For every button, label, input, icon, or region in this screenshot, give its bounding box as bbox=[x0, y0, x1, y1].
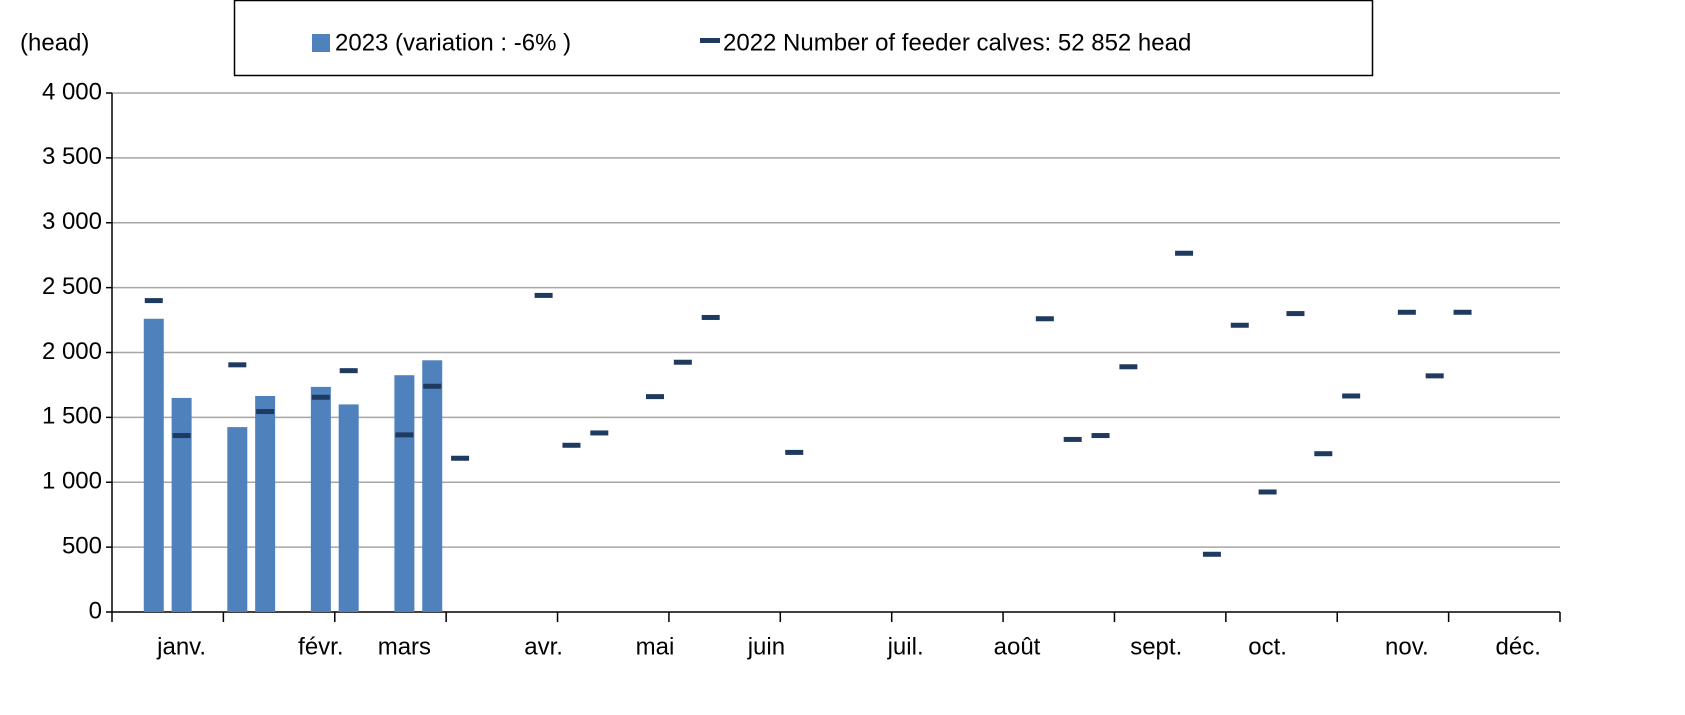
y-tick-label: 3 000 bbox=[42, 208, 102, 235]
dash-marker bbox=[1453, 309, 1472, 315]
dash-marker bbox=[785, 449, 804, 455]
y-tick-label: 3 500 bbox=[42, 143, 102, 170]
dash-marker bbox=[256, 409, 275, 415]
dash-marker bbox=[1397, 309, 1416, 315]
y-tick-label: 1 500 bbox=[42, 403, 102, 430]
dash-marker bbox=[534, 292, 553, 298]
bar bbox=[394, 375, 415, 612]
x-tick-label: mars bbox=[378, 633, 431, 660]
dash-marker bbox=[172, 433, 191, 439]
dash-marker bbox=[673, 359, 692, 365]
bar bbox=[143, 318, 164, 612]
x-tick-label: nov. bbox=[1385, 633, 1429, 660]
dash-marker bbox=[1258, 489, 1277, 495]
y-tick-label: 4 000 bbox=[42, 78, 102, 105]
x-tick-label: janv. bbox=[156, 633, 206, 660]
dash-marker bbox=[1425, 373, 1444, 379]
bar bbox=[422, 360, 443, 612]
dash-marker bbox=[562, 442, 581, 448]
bar bbox=[227, 427, 248, 612]
bar bbox=[310, 386, 331, 612]
bar bbox=[171, 397, 192, 612]
y-tick-label: 500 bbox=[62, 532, 102, 559]
legend-label: 2023 (variation : -6% ) bbox=[335, 29, 571, 56]
legend-swatch bbox=[312, 34, 330, 52]
dash-marker bbox=[1230, 322, 1249, 328]
dash-marker bbox=[423, 383, 442, 389]
y-axis-label: (head) bbox=[20, 29, 89, 56]
dash-marker bbox=[1035, 316, 1054, 322]
dash-marker bbox=[1286, 311, 1305, 317]
bar bbox=[255, 395, 276, 612]
x-tick-label: févr. bbox=[298, 633, 343, 660]
dash-marker bbox=[228, 362, 247, 368]
y-tick-label: 2 000 bbox=[42, 338, 102, 365]
dash-marker bbox=[339, 368, 358, 374]
bar bbox=[338, 404, 359, 612]
x-tick-label: juil. bbox=[887, 633, 924, 660]
dash-marker bbox=[1119, 364, 1138, 370]
x-tick-label: sept. bbox=[1130, 633, 1182, 660]
dash-marker bbox=[1342, 393, 1361, 399]
x-tick-label: mai bbox=[636, 633, 675, 660]
x-tick-label: déc. bbox=[1496, 633, 1541, 660]
x-tick-label: juin bbox=[747, 633, 785, 660]
legend-label: 2022 Number of feeder calves: 52 852 hea… bbox=[723, 29, 1191, 56]
dash-marker bbox=[1175, 250, 1194, 256]
dash-marker bbox=[311, 394, 330, 400]
x-tick-label: août bbox=[994, 633, 1041, 660]
dash-marker bbox=[1314, 451, 1333, 457]
y-tick-label: 1 000 bbox=[42, 468, 102, 495]
x-tick-label: oct. bbox=[1248, 633, 1287, 660]
dash-marker bbox=[451, 455, 470, 461]
dash-marker bbox=[590, 430, 609, 436]
x-tick-label: avr. bbox=[524, 633, 563, 660]
dash-marker bbox=[1202, 551, 1221, 557]
legend-swatch bbox=[700, 38, 720, 43]
dash-marker bbox=[646, 394, 664, 400]
legend-box bbox=[233, 0, 1374, 77]
dash-marker bbox=[1091, 433, 1110, 439]
dash-marker bbox=[1063, 436, 1082, 442]
dash-marker bbox=[144, 298, 163, 304]
dash-marker bbox=[701, 314, 720, 320]
y-tick-label: 2 500 bbox=[42, 273, 102, 300]
y-tick-label: 0 bbox=[89, 597, 102, 624]
dash-marker bbox=[395, 432, 414, 438]
